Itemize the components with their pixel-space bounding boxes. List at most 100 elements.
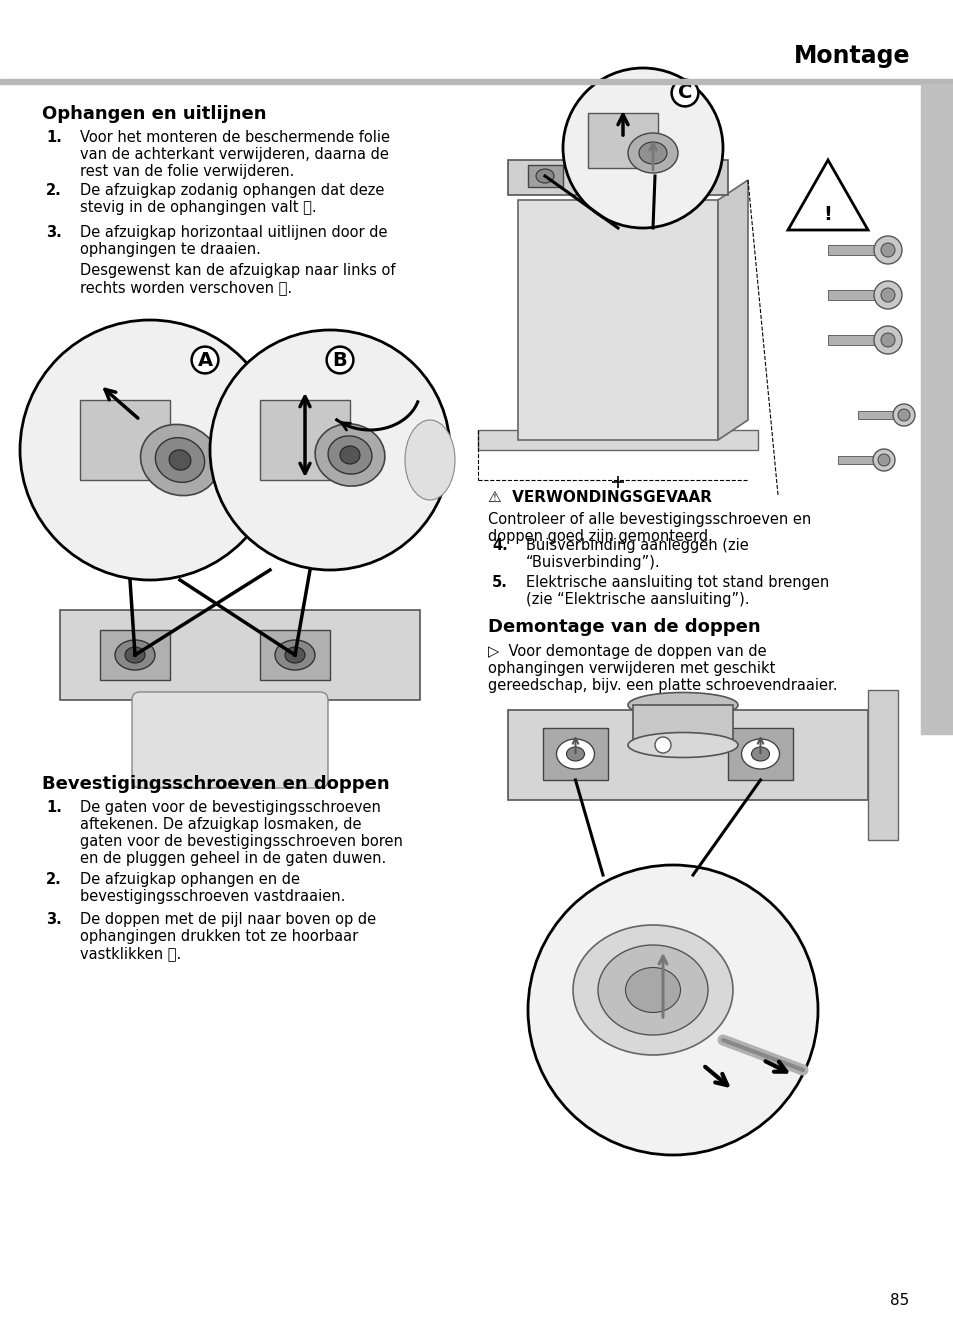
Text: Demontage van de doppen: Demontage van de doppen <box>488 618 760 636</box>
FancyBboxPatch shape <box>477 430 758 450</box>
Ellipse shape <box>573 926 732 1055</box>
FancyBboxPatch shape <box>542 728 607 780</box>
FancyBboxPatch shape <box>132 692 328 788</box>
Text: rechts worden verschoven Ⓑ.: rechts worden verschoven Ⓑ. <box>80 280 292 294</box>
Bar <box>827 290 882 300</box>
Text: Voor het monteren de beschermende folie: Voor het monteren de beschermende folie <box>80 130 390 145</box>
Text: 4.: 4. <box>492 538 507 553</box>
Polygon shape <box>718 180 747 440</box>
Text: B: B <box>333 350 347 370</box>
Circle shape <box>873 236 901 264</box>
Text: Elektrische aansluiting tot stand brengen: Elektrische aansluiting tot stand brenge… <box>525 575 828 590</box>
Text: en de pluggen geheel in de gaten duwen.: en de pluggen geheel in de gaten duwen. <box>80 851 386 866</box>
Ellipse shape <box>536 168 554 183</box>
Text: 3.: 3. <box>46 912 62 927</box>
Ellipse shape <box>645 168 663 183</box>
Text: rest van de folie verwijderen.: rest van de folie verwijderen. <box>80 164 294 179</box>
Text: 1.: 1. <box>46 800 62 815</box>
FancyBboxPatch shape <box>867 690 897 839</box>
Circle shape <box>655 737 670 753</box>
Text: De afzuigkap horizontaal uitlijnen door de: De afzuigkap horizontaal uitlijnen door … <box>80 225 387 240</box>
Text: 2.: 2. <box>46 183 62 198</box>
Ellipse shape <box>751 747 769 761</box>
Circle shape <box>527 865 817 1155</box>
Text: aftekenen. De afzuigkap losmaken, de: aftekenen. De afzuigkap losmaken, de <box>80 817 361 831</box>
Text: ophangingen verwijderen met geschikt: ophangingen verwijderen met geschikt <box>488 660 775 676</box>
Text: De afzuigkap zodanig ophangen dat deze: De afzuigkap zodanig ophangen dat deze <box>80 183 384 198</box>
Circle shape <box>562 68 722 228</box>
Ellipse shape <box>314 424 384 487</box>
Circle shape <box>873 281 901 309</box>
Ellipse shape <box>556 739 594 769</box>
FancyBboxPatch shape <box>587 113 658 168</box>
Text: doppen goed zijn gemonteerd.: doppen goed zijn gemonteerd. <box>488 529 712 544</box>
Ellipse shape <box>169 450 191 471</box>
Bar <box>827 335 882 345</box>
FancyBboxPatch shape <box>507 709 867 800</box>
Circle shape <box>880 243 894 257</box>
FancyBboxPatch shape <box>80 400 170 480</box>
Ellipse shape <box>274 640 314 670</box>
Bar <box>827 245 882 255</box>
Text: ⚠  VERWONDINGSGEVAAR: ⚠ VERWONDINGSGEVAAR <box>488 491 711 505</box>
Ellipse shape <box>627 692 738 717</box>
Bar <box>837 456 877 464</box>
Text: van de achterkant verwijderen, daarna de: van de achterkant verwijderen, daarna de <box>80 147 389 162</box>
Text: Montage: Montage <box>793 44 909 68</box>
Circle shape <box>20 320 280 579</box>
FancyBboxPatch shape <box>638 164 672 187</box>
Text: gereedschap, bijv. een platte schroevendraaier.: gereedschap, bijv. een platte schroevend… <box>488 678 837 693</box>
Text: Desgewenst kan de afzuigkap naar links of: Desgewenst kan de afzuigkap naar links o… <box>80 263 395 278</box>
Ellipse shape <box>140 424 219 496</box>
Ellipse shape <box>627 732 738 757</box>
Circle shape <box>873 326 901 354</box>
FancyBboxPatch shape <box>633 705 732 745</box>
Ellipse shape <box>598 945 707 1036</box>
Ellipse shape <box>627 133 678 172</box>
Circle shape <box>872 450 894 471</box>
Ellipse shape <box>155 438 205 483</box>
Bar <box>837 456 877 464</box>
Text: !: ! <box>822 206 832 224</box>
Text: ophangingen te draaien.: ophangingen te draaien. <box>80 243 260 257</box>
Ellipse shape <box>573 133 633 149</box>
Text: vastklikken Ⓒ.: vastklikken Ⓒ. <box>80 945 181 961</box>
Text: gaten voor de bevestigingsschroeven boren: gaten voor de bevestigingsschroeven bore… <box>80 834 402 849</box>
Ellipse shape <box>339 446 359 464</box>
Ellipse shape <box>625 968 679 1013</box>
Ellipse shape <box>125 647 145 663</box>
Bar <box>827 290 882 300</box>
Bar <box>857 411 897 419</box>
Text: ophangingen drukken tot ze hoorbaar: ophangingen drukken tot ze hoorbaar <box>80 930 358 944</box>
Bar <box>857 411 897 419</box>
Text: 1.: 1. <box>46 130 62 145</box>
Text: A: A <box>197 350 213 370</box>
Bar <box>827 335 882 345</box>
Text: Ophangen en uitlijnen: Ophangen en uitlijnen <box>42 105 266 123</box>
Bar <box>827 245 882 255</box>
Text: 5.: 5. <box>492 575 507 590</box>
Text: bevestigingsschroeven vastdraaien.: bevestigingsschroeven vastdraaien. <box>80 888 345 904</box>
Ellipse shape <box>115 640 154 670</box>
Text: stevig in de ophangingen valt Ⓐ.: stevig in de ophangingen valt Ⓐ. <box>80 200 316 215</box>
Bar <box>920 84 953 735</box>
Text: ▷  Voor demontage de doppen van de: ▷ Voor demontage de doppen van de <box>488 644 766 659</box>
Ellipse shape <box>639 142 666 164</box>
FancyBboxPatch shape <box>100 630 170 680</box>
FancyBboxPatch shape <box>517 200 718 440</box>
Ellipse shape <box>285 647 305 663</box>
Ellipse shape <box>740 739 779 769</box>
Text: Controleer of alle bevestigingsschroeven en: Controleer of alle bevestigingsschroeven… <box>488 512 810 526</box>
Ellipse shape <box>328 436 372 475</box>
Circle shape <box>880 333 894 347</box>
FancyBboxPatch shape <box>727 728 792 780</box>
Text: Buisverbinding aanleggen (zie: Buisverbinding aanleggen (zie <box>525 538 748 553</box>
Circle shape <box>877 453 889 465</box>
Text: De doppen met de pijl naar boven op de: De doppen met de pijl naar boven op de <box>80 912 375 927</box>
Text: (zie “Elektrische aansluiting”).: (zie “Elektrische aansluiting”). <box>525 591 749 607</box>
Circle shape <box>892 404 914 426</box>
Ellipse shape <box>405 420 455 500</box>
Text: Bevestigingsschroeven en doppen: Bevestigingsschroeven en doppen <box>42 774 389 793</box>
FancyBboxPatch shape <box>573 141 633 164</box>
Text: De afzuigkap ophangen en de: De afzuigkap ophangen en de <box>80 873 299 887</box>
